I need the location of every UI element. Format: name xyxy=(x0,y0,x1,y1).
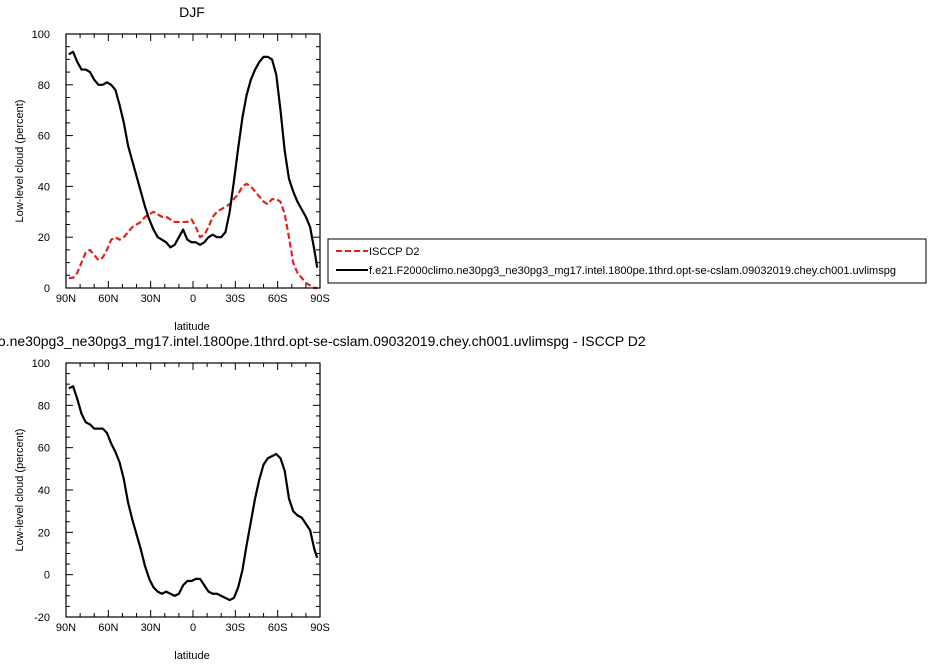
x-tick-label: 0 xyxy=(190,622,196,634)
x-tick-label: 30S xyxy=(226,622,246,634)
y-tick-label: -20 xyxy=(34,612,50,624)
bottom-x-axis-label: latitude xyxy=(174,650,209,662)
y-tick-label: 40 xyxy=(38,181,50,193)
x-tick-label: 90N xyxy=(56,293,76,305)
y-tick-label: 100 xyxy=(32,358,50,370)
x-tick-label: 0 xyxy=(190,293,196,305)
x-tick-label: 60N xyxy=(98,293,118,305)
x-tick-label: 30N xyxy=(141,293,161,305)
top-plot-area: 90N 60N 30N 0 30S 60S 90S 0 20 40 60 80 100 xyxy=(32,29,330,305)
bottom-panel-title: f.e21.F2000climo.ne30pg3_ne30pg3_mg17.in… xyxy=(0,333,646,349)
top-panel-djf: DJF 90N 60N 30N 0 30S 60S 90S 0 20 40 60 80 100 lati… xyxy=(14,4,330,333)
x-tick-label: 30S xyxy=(226,293,246,305)
series-line-1-0 xyxy=(68,385,319,602)
plot-frame-0 xyxy=(65,33,321,289)
y-tick-label: 60 xyxy=(38,131,50,143)
y-tick-label: 20 xyxy=(38,527,50,539)
x-tick-label: 60N xyxy=(98,622,118,634)
y-tick-label: 40 xyxy=(38,485,50,497)
series-line-0-1 xyxy=(68,50,319,268)
legend-box xyxy=(327,238,927,284)
y-tick-label: 60 xyxy=(38,443,50,455)
series-line-0-0 xyxy=(68,182,318,290)
y-tick-label: 100 xyxy=(32,29,50,41)
y-tick-label: 0 xyxy=(44,570,50,582)
plot-frame-1 xyxy=(65,362,321,618)
x-tick-label: 30N xyxy=(141,622,161,634)
bottom-plot-area: 90N 60N 30N 0 30S 60S 90S -20 0 20 40 60 80 100 xyxy=(32,358,330,634)
legend: ISCCP D2 f.e21.F2000climo.ne30pg3_ne30pg… xyxy=(327,238,927,284)
top-panel-title: DJF xyxy=(179,4,205,20)
y-tick-label: 80 xyxy=(38,400,50,412)
y-tick-label: 20 xyxy=(38,232,50,244)
bottom-y-axis-label: Low-level cloud (percent) xyxy=(14,429,26,552)
x-tick-label: 60S xyxy=(268,293,288,305)
x-tick-label: 90S xyxy=(310,293,330,305)
top-y-axis-label: Low-level cloud (percent) xyxy=(14,100,26,223)
bottom-panel-difference: f.e21.F2000climo.ne30pg3_ne30pg3_mg17.in… xyxy=(0,333,646,662)
x-tick-label: 90N xyxy=(56,622,76,634)
y-tick-label: 0 xyxy=(44,283,50,295)
top-x-axis-label: latitude xyxy=(174,321,209,333)
x-tick-label: 60S xyxy=(268,622,288,634)
x-tick-label: 90S xyxy=(310,622,330,634)
legend-label-isccp: ISCCP D2 xyxy=(369,246,420,258)
legend-label-model: f.e21.F2000climo.ne30pg3_ne30pg3_mg17.in… xyxy=(369,265,896,277)
y-tick-label: 80 xyxy=(38,80,50,92)
